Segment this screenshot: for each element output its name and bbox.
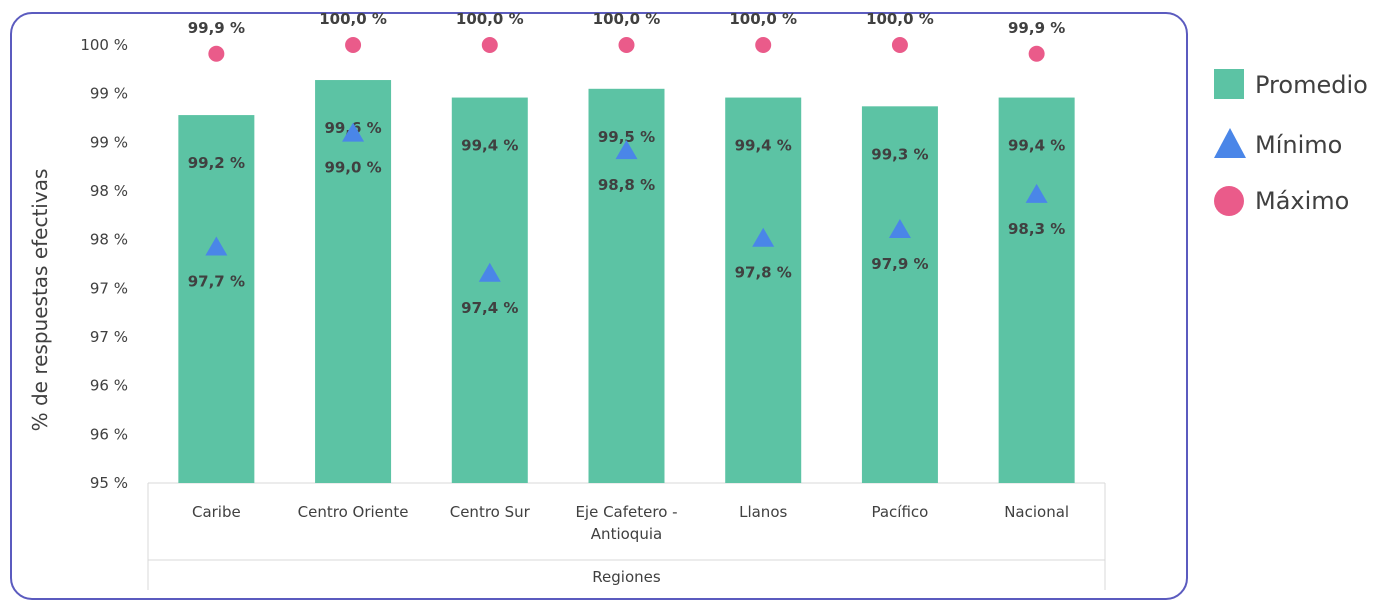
marker-minimo <box>888 218 911 238</box>
data-label-minimo: 98,3 % <box>1008 220 1065 238</box>
marker-maximo <box>618 37 635 53</box>
marker-maximo <box>345 37 362 53</box>
marker-minimo <box>615 140 638 160</box>
data-label-minimo: 98,8 % <box>598 176 655 194</box>
legend-swatch-minimo <box>1214 128 1246 158</box>
data-label-promedio: 99,2 % <box>188 154 245 172</box>
y-tick-label: 98 % <box>90 231 128 249</box>
marker-maximo <box>208 45 225 62</box>
legend-label-promedio: Promedio <box>1255 71 1368 99</box>
data-label-maximo: 99,9 % <box>188 19 245 37</box>
data-label-promedio: 99,4 % <box>461 137 518 155</box>
x-tick-label: Nacional <box>1004 503 1069 521</box>
data-label-maximo: 100,0 % <box>866 10 934 28</box>
y-tick-label: 99 % <box>90 85 128 103</box>
bar-promedio <box>998 97 1075 483</box>
data-label-minimo: 99,0 % <box>324 159 381 177</box>
marker-maximo <box>755 37 772 53</box>
x-tick-label: Pacífico <box>871 503 928 521</box>
x-tick-label: Eje Cafetero - <box>575 503 677 521</box>
bar-promedio <box>178 115 255 483</box>
y-tick-label: 95 % <box>90 474 128 492</box>
data-label-promedio: 99,4 % <box>735 137 792 155</box>
x-tick-label: Centro Oriente <box>298 503 409 521</box>
marker-minimo <box>1025 183 1048 203</box>
x-tick-label: Llanos <box>739 503 787 521</box>
bar-promedio <box>315 80 392 483</box>
marker-maximo <box>891 37 908 53</box>
data-label-maximo: 100,0 % <box>319 10 387 28</box>
legend-label-maximo: Máximo <box>1255 187 1349 215</box>
y-tick-label: 100 % <box>80 36 128 54</box>
marker-maximo <box>481 37 498 53</box>
x-tick-label: Centro Sur <box>450 503 531 521</box>
data-label-maximo: 100,0 % <box>729 10 797 28</box>
data-label-promedio: 99,3 % <box>871 145 928 163</box>
marker-minimo <box>478 262 501 282</box>
marker-minimo <box>752 227 775 247</box>
x-axis-title: Regiones <box>592 568 661 586</box>
y-tick-label: 96 % <box>90 377 128 395</box>
legend-swatch-promedio <box>1214 69 1244 99</box>
marker-minimo <box>342 122 365 142</box>
x-tick-label: Caribe <box>192 503 241 521</box>
y-tick-label: 98 % <box>90 182 128 200</box>
legend-swatch-maximo <box>1214 186 1244 216</box>
y-tick-label: 96 % <box>90 425 128 443</box>
data-label-maximo: 99,9 % <box>1008 19 1065 37</box>
bar-promedio <box>451 97 528 483</box>
y-axis-title: % de respuestas efectivas <box>28 169 52 432</box>
data-label-maximo: 100,0 % <box>456 10 524 28</box>
y-tick-label: 97 % <box>90 279 128 297</box>
bar-promedio <box>725 97 802 483</box>
marker-maximo <box>1028 45 1045 62</box>
legend-label-minimo: Mínimo <box>1255 131 1342 159</box>
data-label-minimo: 97,8 % <box>735 264 792 282</box>
marker-minimo <box>205 236 228 256</box>
data-label-promedio: 99,4 % <box>1008 137 1065 155</box>
y-tick-label: 97 % <box>90 328 128 346</box>
y-tick-label: 99 % <box>90 133 128 151</box>
data-label-maximo: 100,0 % <box>593 10 661 28</box>
x-tick-label: Antioquia <box>591 525 662 543</box>
data-label-minimo: 97,7 % <box>188 272 245 290</box>
data-label-minimo: 97,9 % <box>871 255 928 273</box>
bar-promedio <box>861 106 938 483</box>
data-label-promedio: 99,5 % <box>598 128 655 146</box>
data-label-minimo: 97,4 % <box>461 299 518 317</box>
